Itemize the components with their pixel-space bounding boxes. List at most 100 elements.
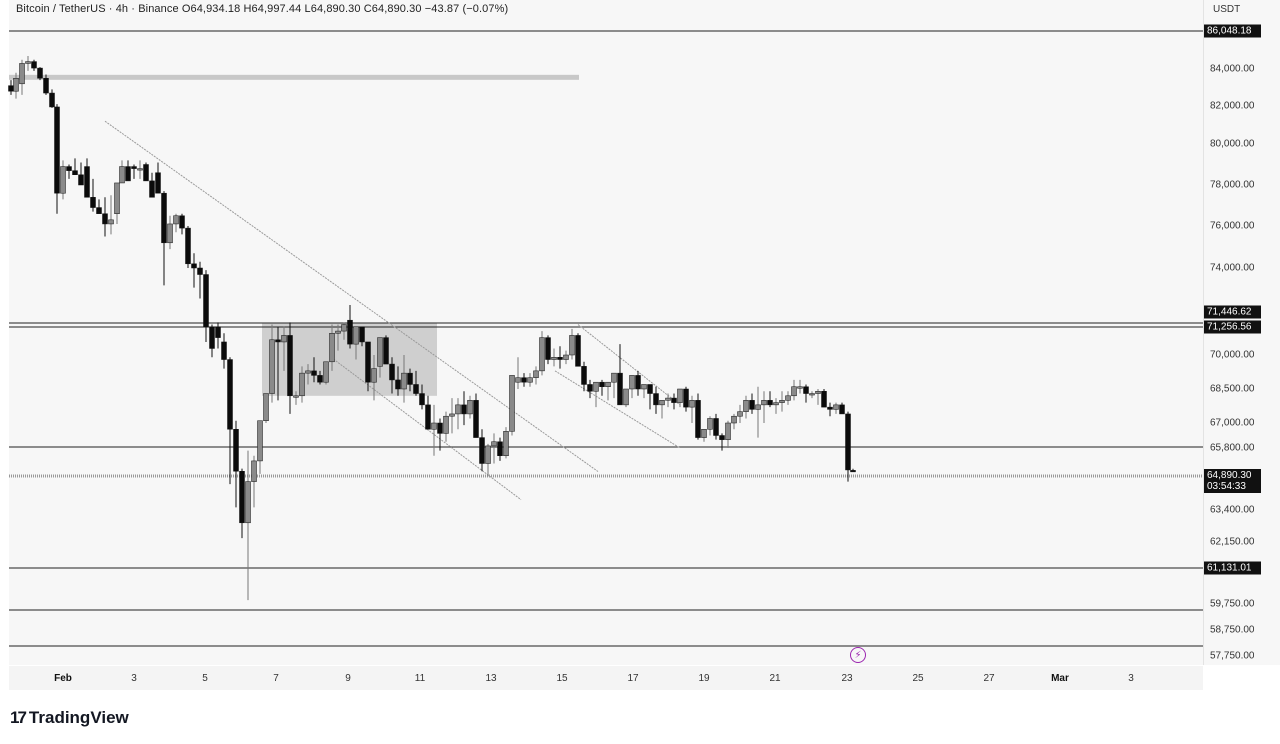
candle-body (37, 67, 43, 79)
candle-body (49, 92, 55, 108)
price-level-label[interactable]: 64,890.30 03:54:33 (1204, 469, 1261, 493)
candle-body (173, 215, 179, 225)
candle-body (78, 174, 84, 186)
candle-body (731, 415, 737, 424)
candle-body (84, 166, 90, 198)
price-level-value: 71,446.62 (1207, 306, 1252, 318)
price-level-label[interactable]: 86,048.18 (1204, 24, 1261, 38)
time-tick: 19 (698, 673, 710, 684)
time-tick: Mar (1051, 673, 1069, 684)
candle-body (437, 422, 443, 434)
candle-body (839, 404, 845, 415)
candle-body (725, 422, 731, 440)
time-tick: 3 (1128, 673, 1134, 684)
time-tick: Feb (54, 673, 72, 684)
candle-body (671, 397, 677, 403)
price-tick: 74,000.00 (1210, 262, 1255, 274)
candle-body (203, 274, 209, 327)
price-level-label[interactable]: 71,446.62 (1204, 305, 1261, 319)
tradingview-logo-icon: 17 (10, 708, 27, 727)
price-tick: 62,150.00 (1210, 536, 1255, 548)
trendline (577, 324, 681, 406)
price-tick: 80,000.00 (1210, 138, 1255, 150)
price-level-value: 86,048.18 (1207, 25, 1252, 37)
candle-body (791, 386, 797, 397)
candle-body (299, 372, 305, 397)
price-level-label[interactable]: 61,131.01 (1204, 561, 1261, 575)
candle-body (809, 393, 815, 396)
candle-body (623, 388, 629, 406)
time-tick: 27 (983, 673, 995, 684)
candle-body (701, 429, 707, 438)
price-tick: 65,800.00 (1210, 442, 1255, 454)
candle-body (773, 402, 779, 406)
candle-body (785, 395, 791, 401)
candle-body (539, 337, 545, 372)
candle-body (257, 420, 263, 462)
candle-body (833, 404, 839, 410)
lightning-icon[interactable]: ⚡ (850, 647, 866, 663)
candle-body (497, 441, 503, 456)
candle-body (281, 335, 287, 343)
candle-body (329, 333, 335, 363)
trendline (104, 120, 599, 472)
candle-body (611, 372, 617, 383)
candle-body (617, 372, 623, 406)
time-tick: 11 (414, 673, 426, 684)
price-level-value: 64,890.30 (1207, 470, 1252, 481)
price-tick: 58,750.00 (1210, 624, 1255, 636)
candle-body (353, 326, 359, 345)
candle-body (389, 363, 395, 381)
price-axis-currency[interactable]: USDT (1213, 4, 1241, 15)
candle-body (767, 400, 773, 406)
time-tick: 17 (627, 673, 639, 684)
candle-body (383, 337, 389, 365)
chart-pane[interactable] (9, 0, 1203, 665)
price-tick: 67,000.00 (1210, 417, 1255, 429)
candle-body (743, 400, 749, 412)
price-tick: 82,000.00 (1210, 100, 1255, 112)
candle-body (641, 384, 647, 390)
candle-body (569, 335, 575, 356)
candle-body (695, 400, 701, 438)
candle-body (515, 377, 521, 383)
candle-body (803, 386, 809, 394)
time-tick: 21 (769, 673, 781, 684)
candle-body (479, 437, 485, 464)
candle-body (461, 404, 467, 415)
candle-body (215, 326, 221, 338)
time-axis[interactable] (9, 666, 1203, 690)
candle-body (659, 400, 665, 406)
price-level-label[interactable]: 71,256.56 (1204, 320, 1261, 334)
candle-body (275, 339, 281, 343)
trendline (554, 370, 681, 449)
candle-body (43, 78, 49, 94)
candle-body (827, 406, 833, 410)
price-tick: 68,500.00 (1210, 383, 1255, 395)
candle-body (629, 375, 635, 390)
candle-body (761, 400, 767, 406)
candle-body (347, 319, 353, 345)
candle-body (197, 267, 203, 275)
candle-body (677, 388, 683, 403)
candle-body (377, 337, 383, 367)
candle-body (227, 359, 233, 430)
candle-body (593, 381, 599, 392)
candle-body (359, 326, 365, 343)
candle-body (653, 393, 659, 406)
candle-body (60, 166, 66, 194)
candle-body (233, 429, 239, 472)
candle-body (323, 361, 329, 383)
candle-body (341, 324, 347, 332)
candle-body (167, 223, 173, 244)
candle-body (665, 397, 671, 401)
price-tick: 63,400.00 (1210, 504, 1255, 516)
tradingview-brand[interactable]: 17 TradingView (10, 708, 129, 728)
candle-body (425, 404, 431, 430)
price-tick: 59,750.00 (1210, 598, 1255, 610)
time-tick: 13 (485, 673, 497, 684)
price-level-value: 71,256.56 (1207, 321, 1252, 333)
time-tick: 3 (131, 673, 137, 684)
candle-body (137, 168, 143, 171)
